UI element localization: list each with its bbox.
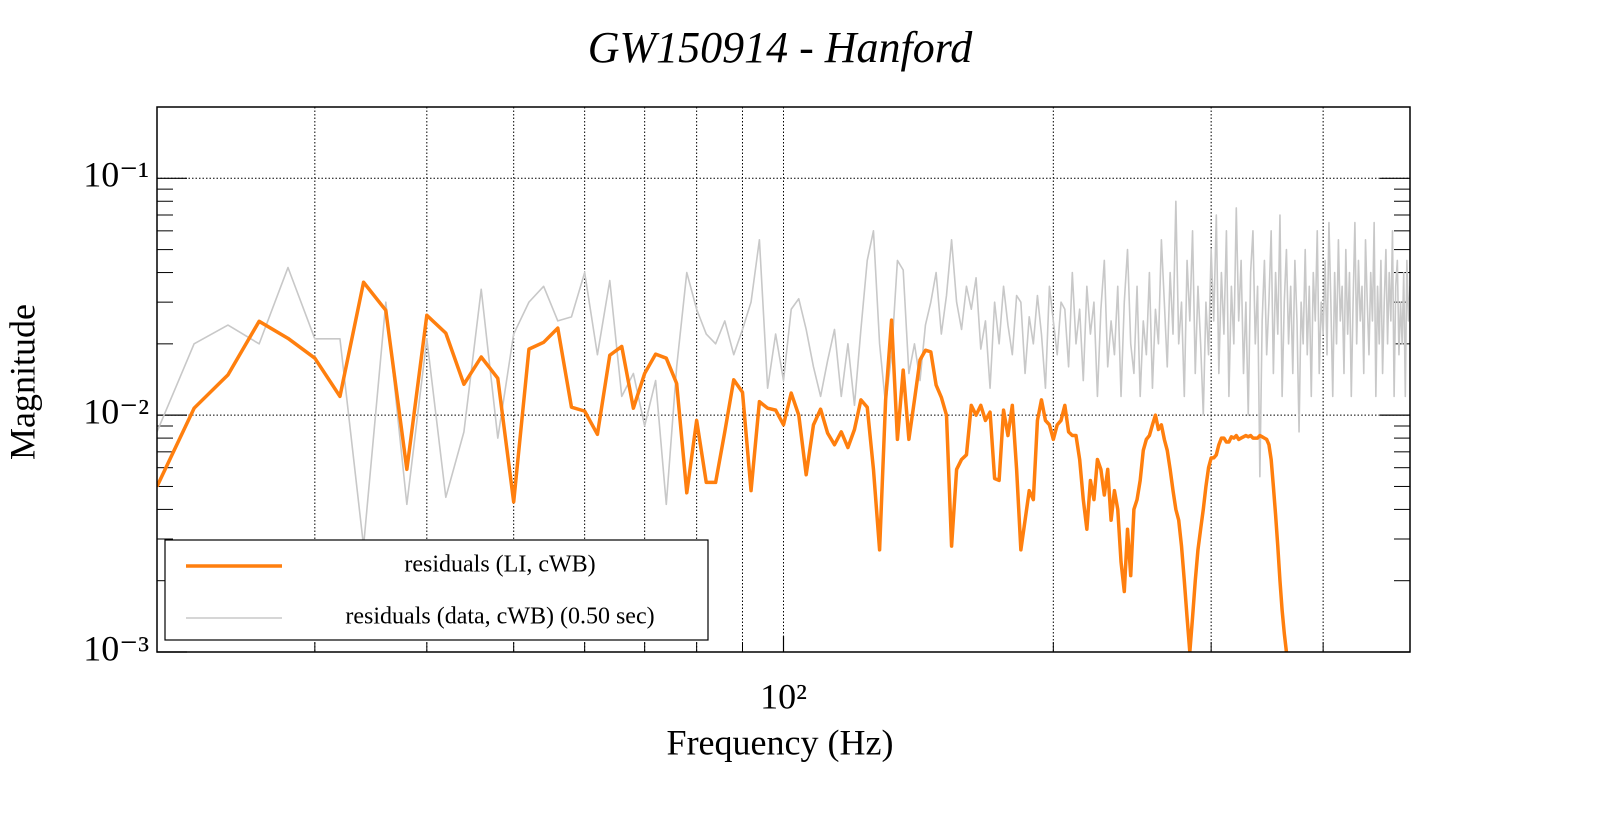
legend-label: residuals (LI, cWB)	[404, 552, 595, 578]
data-line	[157, 200, 1410, 547]
x-axis-label: Frequency (Hz)	[667, 722, 894, 762]
y-tick-label: 10⁻²	[83, 391, 149, 431]
legend: residuals (LI, cWB) residuals (data, cWB)…	[164, 539, 709, 641]
legend-box	[164, 539, 709, 641]
data-line	[157, 280, 1289, 652]
plot-frame	[156, 106, 1411, 653]
y-tick-label: 10⁻³	[83, 628, 149, 668]
y-tick-label: 10⁻¹	[83, 155, 149, 195]
chart-title: GW150914 - Hanford	[588, 23, 974, 72]
y-axis-label: Magnitude	[2, 304, 42, 460]
x-tick-label: 10²	[760, 676, 807, 716]
plot-area	[157, 200, 1410, 652]
legend-label: residuals (data, cWB) (0.50 sec)	[345, 604, 654, 630]
